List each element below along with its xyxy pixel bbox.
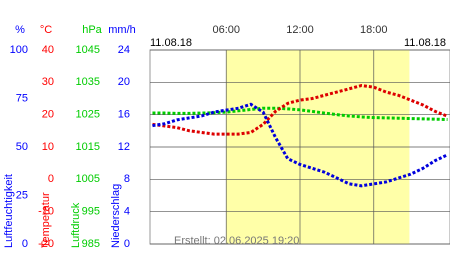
axis-unit: hPa [82,24,102,36]
y-tick-label: 0 [124,238,130,250]
axis-unit: mm/h [108,24,136,36]
series-line [152,84,449,136]
y-tick-label: 985 [82,238,100,250]
y-tick-label: 40 [42,44,54,56]
y-tick-label: 20 [42,109,54,121]
y-tick-label: 24 [118,44,130,56]
y-tick-label: 16 [118,109,130,121]
x-tick-label: 06:00 [212,24,240,36]
y-tick-label: 1045 [76,44,100,56]
y-tick-label: -10 [38,206,54,218]
y-tick-label: 8 [124,173,130,185]
axis-unit: % [15,24,25,36]
date-left: 11.08.18 [150,37,192,49]
x-tick-label: 18:00 [360,24,388,36]
y-tick-label: 1025 [76,109,100,121]
y-tick-label: 0 [22,238,28,250]
x-tick-label: 12:00 [286,24,314,36]
y-tick-label: 1015 [76,141,100,153]
y-tick-label: 75 [16,92,28,104]
date-right: 11.08.18 [404,37,446,49]
axis-name: Niederschlag [110,184,122,248]
y-tick-label: 12 [118,141,130,153]
y-tick-label: 10 [42,141,54,153]
axis-name: Luftdruck [70,202,82,248]
y-tick-label: 0 [48,173,54,185]
series-line [152,106,448,122]
y-tick-label: 1035 [76,76,100,88]
y-tick-label: 50 [16,141,28,153]
y-tick-label: 1005 [76,173,100,185]
y-tick-label: 25 [16,189,28,201]
y-tick-label: 4 [124,206,130,218]
y-tick-label: -20 [38,238,54,250]
footer: Erstellt: 02.06.2025 19:20 [174,235,299,247]
axis-unit: °C [40,24,52,36]
y-tick-label: 100 [10,44,28,56]
series-line [152,102,449,188]
y-tick-label: 30 [42,76,54,88]
axis-name: Temperatur [40,192,52,248]
y-tick-label: 20 [118,76,130,88]
y-tick-label: 995 [82,206,100,218]
axis-name: Luftfeuchtigkeit [3,174,15,248]
